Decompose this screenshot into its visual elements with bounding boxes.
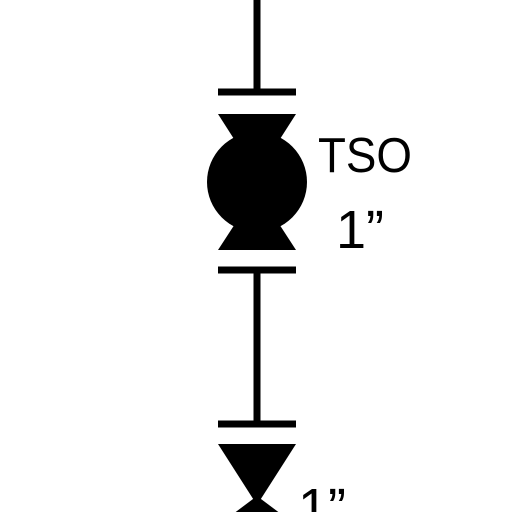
- valve-body-wedge-top: [218, 444, 296, 505]
- valve-size-label: 1”: [336, 200, 384, 260]
- valve-tag-label: TSO: [318, 129, 412, 183]
- ball-valve-icon[interactable]: [207, 114, 307, 250]
- valve-size-label: 1”: [298, 478, 346, 512]
- valve-ball: [207, 132, 307, 232]
- gate-valve-icon[interactable]: [218, 444, 296, 512]
- valve-body-wedge-bottom: [235, 496, 279, 512]
